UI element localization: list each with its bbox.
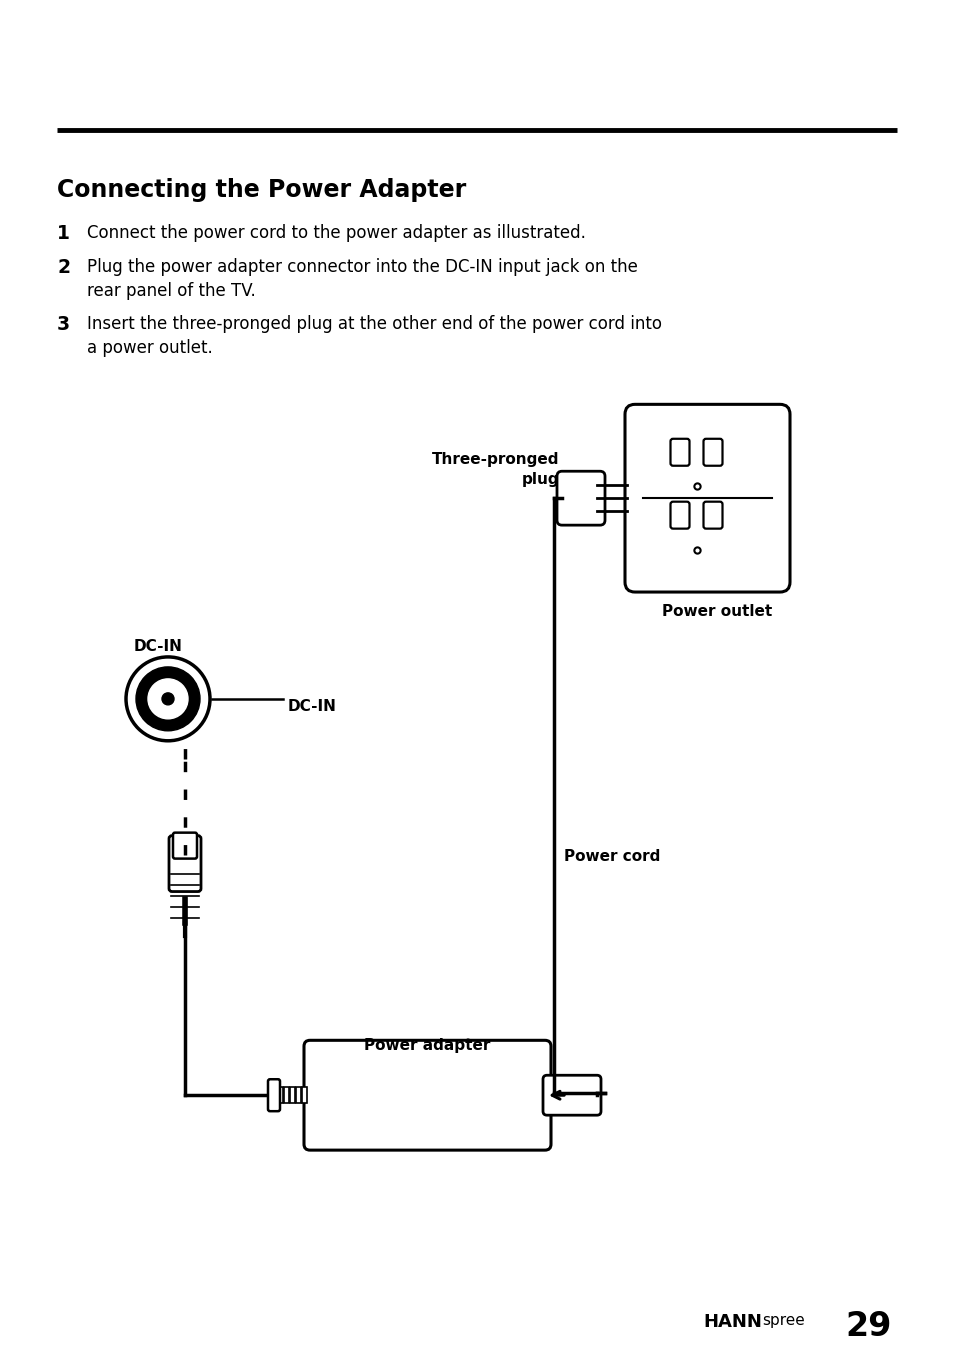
Text: Three-pronged: Three-pronged [431,453,558,468]
FancyBboxPatch shape [268,1079,280,1111]
Text: 29: 29 [844,1310,890,1343]
Text: spree: spree [761,1313,804,1328]
Circle shape [148,679,188,719]
Bar [295,1087,301,1103]
FancyBboxPatch shape [702,439,721,465]
Text: Connecting the Power Adapter: Connecting the Power Adapter [57,177,466,201]
FancyBboxPatch shape [542,1075,600,1115]
Text: HANN: HANN [702,1313,761,1330]
Bar [284,1087,289,1103]
Text: Plug the power adapter connector into the DC-IN input jack on the: Plug the power adapter connector into th… [87,258,638,276]
FancyBboxPatch shape [304,1040,551,1151]
FancyBboxPatch shape [169,836,201,891]
Bar [302,1087,307,1103]
Bar [277,1087,283,1103]
Text: Power cord: Power cord [563,849,659,864]
FancyBboxPatch shape [670,439,689,465]
Text: a power outlet.: a power outlet. [87,339,213,357]
FancyBboxPatch shape [172,833,196,859]
Circle shape [136,667,200,731]
Text: Connect the power cord to the power adapter as illustrated.: Connect the power cord to the power adap… [87,223,585,242]
Text: 2: 2 [57,258,70,277]
FancyBboxPatch shape [557,472,604,525]
FancyBboxPatch shape [670,502,689,529]
FancyBboxPatch shape [702,502,721,529]
Text: Power outlet: Power outlet [661,604,771,619]
Bar [272,1087,276,1103]
Text: rear panel of the TV.: rear panel of the TV. [87,281,255,300]
Text: 1: 1 [57,223,70,242]
Circle shape [162,692,173,704]
Text: plug: plug [521,472,558,487]
Text: Power adapter: Power adapter [363,1038,490,1053]
Text: DC-IN: DC-IN [288,699,336,714]
FancyBboxPatch shape [624,404,789,592]
Bar [290,1087,294,1103]
Text: Insert the three-pronged plug at the other end of the power cord into: Insert the three-pronged plug at the oth… [87,315,661,334]
Text: 3: 3 [57,315,71,334]
Text: DC-IN: DC-IN [133,639,182,654]
